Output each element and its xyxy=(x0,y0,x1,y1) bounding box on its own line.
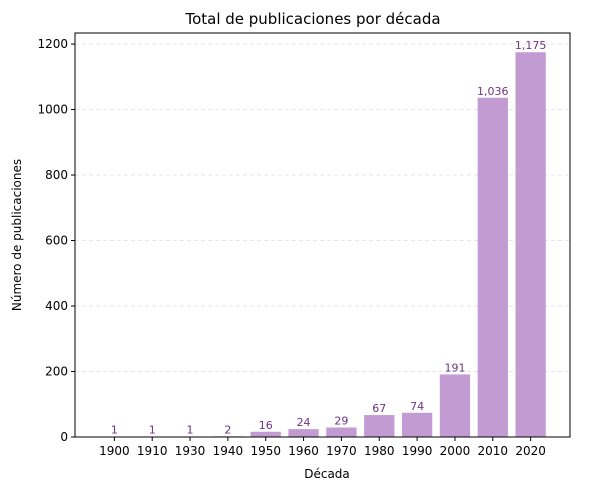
data-label-1990: 74 xyxy=(410,400,424,413)
y-tick-label-5: 1000 xyxy=(37,103,68,117)
y-tick-label-1: 200 xyxy=(45,365,68,379)
data-labels: 1 1 1 2 16 24 29 67 74 191 1,036 1,175 xyxy=(111,39,547,436)
bar-2020 xyxy=(515,52,546,437)
chart-title: Total de publicaciones por década xyxy=(184,10,440,28)
y-axis-label: Número de publicaciones xyxy=(10,159,24,311)
x-tick-label-1930: 1930 xyxy=(175,444,206,458)
x-tick-label-1940: 1940 xyxy=(213,444,244,458)
bar-1980 xyxy=(364,415,395,437)
x-tick-label-1970: 1970 xyxy=(326,444,357,458)
x-tick-label-1960: 1960 xyxy=(288,444,319,458)
x-tick-label-2010: 2010 xyxy=(478,444,509,458)
data-label-1930: 1 xyxy=(187,424,194,437)
plot-frame xyxy=(74,32,571,438)
y-tick-label-6: 1200 xyxy=(37,37,68,51)
x-axis: 1900 1910 1930 1940 1950 1960 1970 1980 1990 2000… xyxy=(99,437,546,458)
bar-1960 xyxy=(288,429,319,437)
x-tick-label-1980: 1980 xyxy=(364,444,395,458)
data-label-1960: 24 xyxy=(297,416,311,429)
x-axis-label: Década xyxy=(304,467,350,481)
x-tick-label-2000: 2000 xyxy=(440,444,471,458)
y-axis: 0 200 400 600 800 1000 1200 xyxy=(37,37,75,444)
data-label-1970: 29 xyxy=(334,415,348,428)
x-tick-label-1900: 1900 xyxy=(99,444,130,458)
y-tick-label-2: 400 xyxy=(45,299,68,313)
x-tick-label-1910: 1910 xyxy=(137,444,168,458)
x-tick-label-2020: 2020 xyxy=(515,444,546,458)
data-label-2010: 1,036 xyxy=(477,85,509,98)
data-label-1950: 16 xyxy=(259,419,273,432)
data-label-1900: 1 xyxy=(111,424,118,437)
bars xyxy=(99,52,546,438)
x-tick-label-1990: 1990 xyxy=(402,444,433,458)
y-tick-label-4: 800 xyxy=(45,168,68,182)
bar-2010 xyxy=(477,97,508,437)
data-label-2020: 1,175 xyxy=(515,39,547,52)
data-label-1940: 2 xyxy=(224,423,231,436)
data-label-1910: 1 xyxy=(149,424,156,437)
x-tick-label-1950: 1950 xyxy=(250,444,281,458)
bar-1950 xyxy=(250,431,281,437)
bar-2000 xyxy=(439,374,471,437)
y-tick-label-3: 600 xyxy=(45,234,68,248)
y-tick-label-0: 0 xyxy=(60,430,68,444)
data-label-2000: 191 xyxy=(444,361,465,374)
bar-1970 xyxy=(326,427,357,437)
bar-1990 xyxy=(401,412,433,437)
data-label-1980: 67 xyxy=(372,402,386,415)
gridlines xyxy=(75,43,570,373)
